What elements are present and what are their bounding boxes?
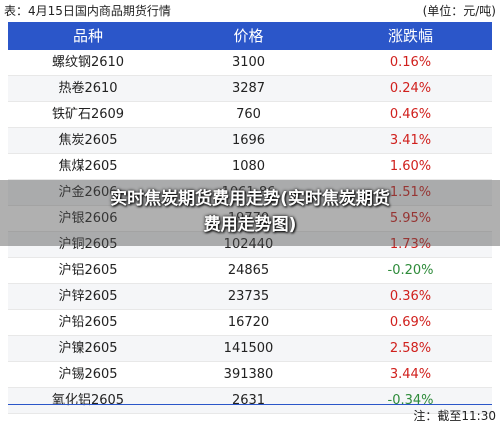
cell-change: 0.24% [389, 81, 432, 96]
footer-divider [8, 404, 492, 405]
table-row: 螺纹钢2610 3100 0.16% [8, 50, 492, 76]
cell-price: 102440 [223, 237, 274, 252]
table-row: 沪铜2605 102440 1.73% [8, 232, 492, 258]
cell-change: 1.51% [389, 185, 432, 200]
cell-name: 螺纹钢2610 [51, 55, 125, 70]
table-body: 螺纹钢2610 3100 0.16% 热卷2610 3287 0.24% 铁矿石2609 76… [8, 50, 492, 414]
table-row: 热卷2610 3287 0.24% [8, 76, 492, 102]
cell-change: 3.41% [389, 133, 432, 148]
cell-name: 焦炭2605 [58, 133, 118, 148]
table-header: 品种 价格 涨跌幅 [8, 22, 492, 50]
table-row: 沪银2606 19770 5.95% [8, 206, 492, 232]
cell-name: 焦煤2605 [58, 159, 118, 174]
header-name: 品种 [72, 27, 103, 45]
header-price: 价格 [233, 27, 264, 45]
cell-name: 沪锌2605 [58, 289, 118, 304]
cell-name: 沪铅2605 [58, 315, 118, 330]
cell-change: 3.44% [389, 367, 432, 382]
cell-price: 3100 [231, 55, 266, 70]
table-footnote: 注：截至11:30 [0, 405, 500, 427]
cell-name: 沪铜2605 [58, 237, 118, 252]
cell-change: 2.58% [389, 341, 432, 356]
table-row: 沪铅2605 16720 0.69% [8, 310, 492, 336]
cell-price: 391380 [223, 367, 274, 382]
table-row: 沪镍2605 141500 2.58% [8, 336, 492, 362]
cell-name: 沪铝2605 [58, 263, 118, 278]
cell-change: 0.36% [389, 289, 432, 304]
table-row: 沪锌2605 23735 0.36% [8, 284, 492, 310]
cell-price: 19770 [227, 211, 270, 226]
cell-price: 1061.86 [221, 185, 276, 200]
cell-name: 热卷2610 [58, 81, 118, 96]
table-caption: 表：4月15日国内商品期货行情 (单位：元/吨) [0, 0, 500, 22]
cell-name: 沪锡2605 [58, 367, 118, 382]
cell-name: 铁矿石2609 [51, 107, 125, 122]
cell-price: 1080 [231, 159, 266, 174]
table-row: 沪金2606 1061.86 1.51% [8, 180, 492, 206]
cell-name: 沪金2606 [58, 185, 118, 200]
cell-price: 16720 [227, 315, 270, 330]
overlay-line-1: 实时焦炭期货费用走势(实时焦炭期货 [110, 189, 390, 209]
cell-name: 沪银2606 [58, 211, 118, 226]
cell-price: 3287 [231, 81, 266, 96]
cell-price: 23735 [227, 289, 270, 304]
cell-price: 24865 [227, 263, 270, 278]
header-change: 涨跌幅 [387, 27, 433, 45]
table-row: 焦煤2605 1080 1.60% [8, 154, 492, 180]
cell-change: -0.20% [387, 263, 434, 278]
cell-change: 5.95% [389, 211, 432, 226]
cell-change: 0.46% [389, 107, 432, 122]
cell-name: 沪镍2605 [58, 341, 118, 356]
title-overlay-band [0, 180, 500, 246]
cell-change: 0.16% [389, 55, 432, 70]
cell-price: 760 [236, 107, 261, 122]
cell-change: 1.73% [389, 237, 432, 252]
footnote-text: 注：截至11:30 [413, 409, 496, 423]
cell-price: 1696 [231, 133, 266, 148]
table-row: 沪锡2605 391380 3.44% [8, 362, 492, 388]
cell-change: 0.69% [389, 315, 432, 330]
table-row: 沪铝2605 24865 -0.20% [8, 258, 492, 284]
cell-change: 1.60% [389, 159, 432, 174]
caption-title: 表：4月15日国内商品期货行情 [4, 4, 171, 18]
futures-table: 品种 价格 涨跌幅 螺纹钢2610 3100 0.16% 热卷2610 3287 0.24… [8, 22, 492, 414]
cell-price: 141500 [223, 341, 274, 356]
caption-unit: (单位：元/吨) [422, 4, 496, 18]
table-row: 焦炭2605 1696 3.41% [8, 128, 492, 154]
title-overlay: 实时焦炭期货费用走势(实时焦炭期货 费用走势图) [0, 186, 500, 238]
table-row: 铁矿石2609 760 0.46% [8, 102, 492, 128]
overlay-line-2: 费用走势图) [203, 215, 297, 235]
